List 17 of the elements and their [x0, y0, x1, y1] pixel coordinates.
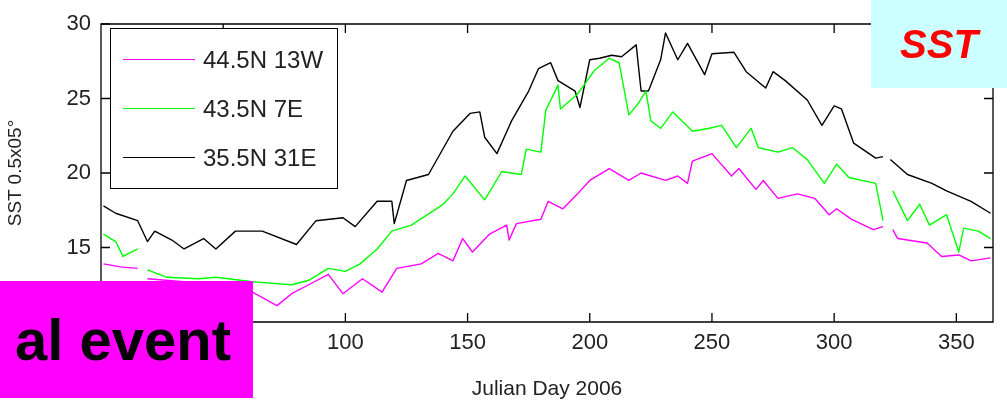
- legend-label: 43.5N 7E: [203, 94, 304, 123]
- y-axis-title: SST 0.5x05°: [3, 119, 25, 227]
- x-tick-label: 200: [571, 329, 609, 355]
- x-tick-label: 250: [693, 329, 731, 355]
- y-tick-label: 20: [66, 159, 91, 185]
- x-tick-label: 300: [815, 329, 853, 355]
- annotation: SST: [871, 0, 1007, 88]
- x-axis-title: Julian Day 2006: [471, 376, 623, 400]
- x-tick-label: 150: [449, 329, 486, 355]
- y-tick-label: 30: [66, 10, 91, 36]
- annotation: al event: [0, 281, 253, 398]
- legend-label: 35.5N 31E: [203, 143, 317, 172]
- x-tick-label: 350: [937, 329, 975, 355]
- legend-label: 44.5N 13W: [203, 45, 324, 74]
- y-tick-label: 15: [66, 233, 91, 259]
- y-tick-label: 25: [66, 84, 91, 110]
- x-tick-label: 100: [327, 329, 364, 355]
